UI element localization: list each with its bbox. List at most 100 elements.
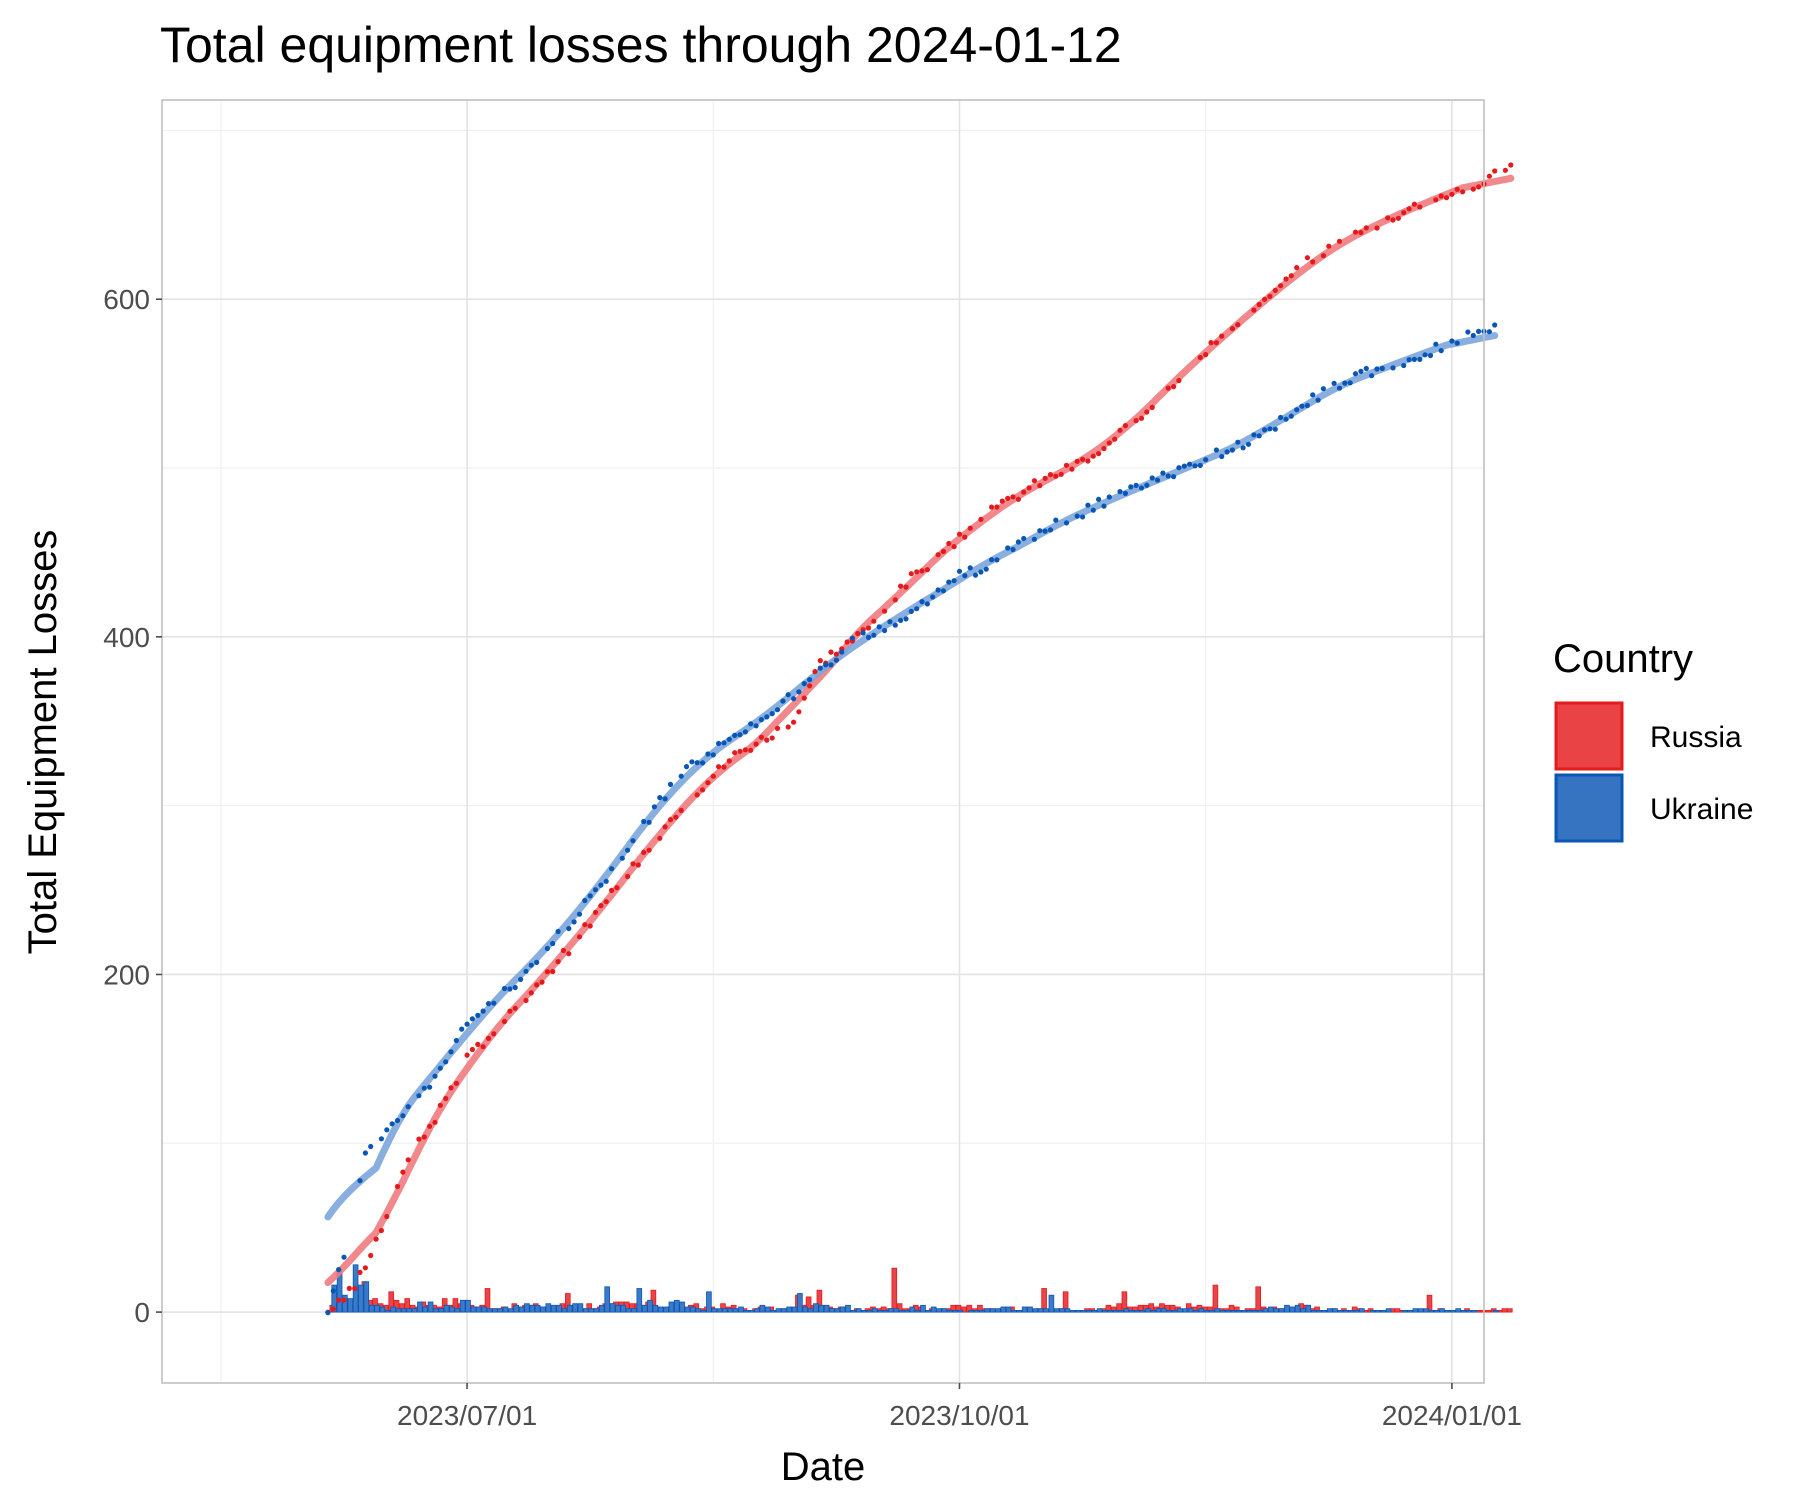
point-russia [1085, 458, 1091, 464]
point-ukraine [641, 818, 647, 825]
daily-bar-ukraine [1369, 1310, 1376, 1313]
daily-bar-ukraine [1214, 1308, 1221, 1313]
daily-bar-russia [1480, 1310, 1486, 1313]
point-ukraine [389, 1121, 395, 1127]
daily-bar-ukraine [583, 1308, 589, 1313]
point-russia [758, 734, 765, 740]
point-ukraine [935, 587, 941, 593]
point-ukraine [892, 622, 898, 628]
point-ukraine [394, 1117, 401, 1124]
daily-bar-ukraine [791, 1306, 798, 1313]
point-ukraine [930, 594, 936, 600]
daily-bar-russia [1212, 1284, 1219, 1313]
daily-bar-ukraine [1080, 1310, 1087, 1313]
point-ukraine [1379, 365, 1385, 371]
point-ukraine [1294, 407, 1300, 413]
point-russia [1374, 225, 1380, 231]
point-ukraine [721, 740, 727, 746]
point-russia [1251, 307, 1257, 313]
point-russia [507, 1008, 513, 1014]
point-russia [646, 847, 652, 853]
point-russia [1272, 287, 1278, 293]
daily-bar-ukraine [599, 1304, 605, 1313]
daily-bar-ukraine [1128, 1310, 1135, 1313]
daily-bar-ukraine [443, 1304, 450, 1313]
point-russia [592, 909, 599, 916]
point-ukraine [994, 557, 1000, 563]
daily-bar-russia [891, 1267, 898, 1313]
point-ukraine [523, 968, 529, 974]
point-ukraine [1128, 484, 1134, 490]
y-tick-label: 400 [103, 622, 150, 653]
point-russia [1069, 466, 1075, 472]
point-ukraine [1101, 503, 1107, 509]
point-ukraine [1235, 439, 1241, 445]
point-russia [935, 552, 941, 558]
daily-bar-ukraine [1262, 1308, 1269, 1313]
point-ukraine [1144, 482, 1150, 488]
daily-bar-ukraine [722, 1308, 728, 1313]
point-ukraine [1245, 441, 1252, 447]
point-ukraine [571, 919, 577, 925]
point-ukraine [791, 696, 797, 702]
point-russia [341, 1297, 347, 1303]
point-russia [362, 1265, 368, 1271]
point-russia [501, 1018, 508, 1025]
daily-bar-ukraine [609, 1303, 616, 1313]
daily-bar-ukraine [1070, 1310, 1076, 1313]
daily-bar-ukraine [1086, 1310, 1092, 1313]
point-russia [485, 1035, 492, 1041]
point-russia [1010, 494, 1016, 500]
daily-bar-ukraine [524, 1303, 530, 1313]
point-russia [726, 758, 732, 764]
point-ukraine [983, 566, 989, 572]
daily-bar-ukraine [1375, 1310, 1381, 1313]
point-russia [1219, 333, 1225, 339]
daily-bar-ukraine [984, 1308, 990, 1313]
point-russia [892, 597, 898, 603]
daily-bar-russia [1394, 1308, 1401, 1313]
daily-bar-ukraine [417, 1301, 423, 1313]
daily-bar-ukraine [866, 1310, 873, 1313]
point-russia [1015, 496, 1022, 502]
point-russia [1411, 201, 1417, 207]
daily-bar-ukraine [347, 1298, 354, 1313]
point-ukraine [742, 729, 749, 735]
daily-bar-ukraine [1107, 1310, 1114, 1313]
point-ukraine [1422, 352, 1428, 358]
point-russia [1304, 255, 1310, 261]
point-russia [609, 887, 615, 894]
point-russia [903, 584, 909, 590]
point-russia [544, 969, 551, 975]
point-russia [737, 748, 743, 754]
point-russia [378, 1227, 384, 1234]
point-russia [475, 1041, 481, 1047]
point-russia [1288, 273, 1294, 279]
point-ukraine [485, 1001, 492, 1007]
point-ukraine [1310, 392, 1316, 398]
point-ukraine [646, 819, 652, 825]
point-ukraine [336, 1267, 342, 1273]
daily-bar-ukraine [1434, 1310, 1440, 1313]
cumulative-points [325, 162, 1514, 1316]
legend: Country Russia Ukraine [1553, 637, 1753, 843]
point-russia [801, 695, 807, 701]
point-russia [1101, 445, 1107, 452]
point-ukraine [491, 1000, 497, 1006]
daily-bar-ukraine [1182, 1308, 1189, 1313]
point-russia [1229, 326, 1235, 332]
daily-bar-russia [1255, 1286, 1262, 1313]
daily-bar-ukraine [1059, 1308, 1065, 1313]
daily-bar-ukraine [1236, 1310, 1242, 1313]
daily-bar-ukraine [732, 1308, 739, 1313]
daily-bar-ukraine [1112, 1310, 1119, 1313]
point-ukraine [1470, 332, 1476, 339]
legend-key-ukraine [1554, 773, 1624, 843]
daily-bar-ukraine [1241, 1310, 1247, 1313]
point-ukraine [1406, 357, 1412, 363]
point-ukraine [582, 897, 588, 904]
daily-bar-ukraine [1000, 1306, 1007, 1313]
smooth-lines [324, 174, 1515, 1287]
daily-bar-ukraine [1428, 1310, 1435, 1313]
point-russia [1165, 385, 1171, 391]
